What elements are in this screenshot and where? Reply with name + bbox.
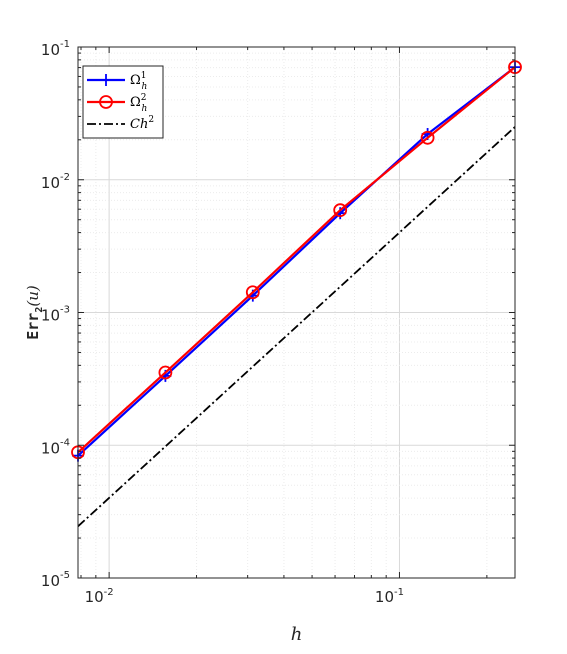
tick-labels: 10-2 10-1 10-5 10-4 10-3 10-2 10-1	[41, 39, 404, 606]
plot-area	[71, 60, 522, 528]
y-axis-title-arg: (u)	[24, 285, 42, 307]
legend-item: Ω1 h	[87, 71, 147, 92]
data-point	[245, 285, 260, 300]
y-tick-label: 10-2	[41, 172, 70, 192]
x-axis-title: h	[291, 624, 303, 645]
series-line	[77, 126, 516, 528]
y-axis-title-base: Err	[24, 313, 42, 340]
legend-label: Ω1 h	[130, 71, 147, 92]
x-tick-label: 10-1	[375, 587, 404, 606]
series-3	[77, 126, 516, 528]
series-line	[77, 66, 516, 454]
y-tick-label: 10-4	[41, 437, 70, 457]
legend-marker	[99, 95, 113, 109]
data-point	[158, 365, 173, 380]
legend-marker	[100, 74, 112, 86]
y-tick-label: 10-3	[41, 305, 70, 325]
tick-marks	[78, 46, 515, 579]
y-tick-label: 10-1	[41, 39, 70, 59]
legend-item: Ω2 h	[87, 93, 147, 114]
data-point	[420, 130, 435, 145]
y-axis-title-subscript: 2	[34, 307, 45, 313]
legend-label: Ch2	[130, 115, 154, 132]
legend-item: Ch2	[87, 115, 154, 132]
y-axis-title: Err2(u)	[24, 285, 45, 340]
series-line	[77, 66, 516, 457]
x-tick-label: 10-2	[85, 587, 114, 606]
data-point	[333, 203, 348, 218]
y-tick-label: 10-5	[41, 570, 70, 590]
legend-label: Ω2 h	[130, 93, 147, 114]
